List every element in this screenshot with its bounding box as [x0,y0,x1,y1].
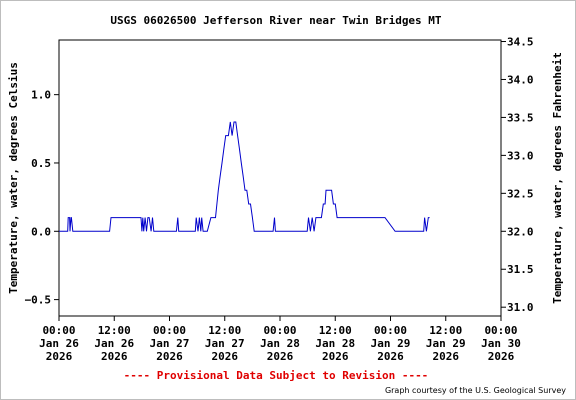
y-axis-label-left: Temperature, water, degrees Celsius [7,62,20,294]
x-tick-label: Jan 28 [315,337,355,350]
x-tick-label: 00:00 [484,324,517,337]
x-tick-label: Jan 27 [205,337,245,350]
x-tick-label: 2026 [46,350,73,363]
right-tick-label: 31.5 [507,263,534,276]
plot-area [58,39,502,317]
right-tick-label: 32.0 [507,225,534,238]
y-axis-label-right: Temperature, water, degrees Fahrenheit [551,52,564,304]
x-tick-label: 12:00 [429,324,462,337]
chart-title: USGS 06026500 Jefferson River near Twin … [110,14,442,27]
x-tick-label: Jan 26 [39,337,79,350]
right-tick-label: 31.0 [507,301,534,314]
x-tick-label: Jan 29 [371,337,411,350]
right-tick-label: 34.5 [507,36,534,49]
series-line-temperature [59,121,430,232]
provisional-notice: ---- Provisional Data Subject to Revisio… [124,369,429,382]
right-axis: 31.0 31.5 32.0 32.5 33.0 33.5 34.0 34.5 [501,36,534,314]
left-axis: −0.5 0.0 0.5 1.0 [25,89,59,307]
left-tick-label: 0.5 [31,157,51,170]
x-tick-label: 12:00 [208,324,241,337]
x-tick-label: 2026 [433,350,460,363]
x-tick-label: 00:00 [263,324,296,337]
x-tick-label: Jan 29 [426,337,466,350]
x-tick-label: 2026 [488,350,515,363]
right-tick-label: 34.0 [507,73,534,86]
x-tick-label: Jan 28 [260,337,300,350]
right-tick-label: 33.0 [507,149,534,162]
x-tick-label: 2026 [212,350,239,363]
x-tick-label: 12:00 [98,324,131,337]
left-tick-label: 0.0 [31,225,51,238]
x-tick-label: 00:00 [42,324,75,337]
left-tick-label: 1.0 [31,89,51,102]
x-tick-label: 2026 [377,350,404,363]
x-tick-label: 2026 [267,350,294,363]
x-tick-label: 00:00 [153,324,186,337]
x-tick-label: Jan 26 [94,337,134,350]
x-tick-label: 2026 [101,350,128,363]
x-tick-label: 12:00 [319,324,352,337]
left-tick-label: −0.5 [25,294,52,307]
x-tick-label: 2026 [322,350,349,363]
x-tick-label: 00:00 [374,324,407,337]
x-tick-label: Jan 27 [150,337,190,350]
x-tick-label: Jan 30 [481,337,521,350]
right-tick-label: 32.5 [507,187,534,200]
credit-text: Graph courtesy of the U.S. Geological Su… [385,386,566,395]
x-tick-label: 2026 [156,350,183,363]
right-tick-label: 33.5 [507,111,534,124]
